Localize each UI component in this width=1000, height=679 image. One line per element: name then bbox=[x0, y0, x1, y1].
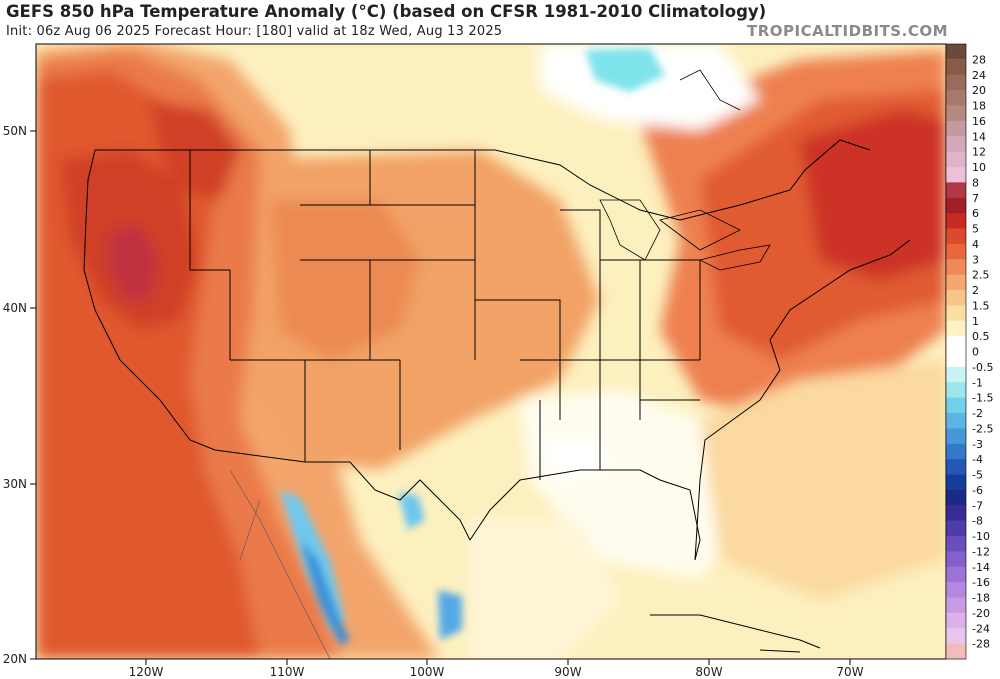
colorbar-label: -12 bbox=[972, 545, 990, 558]
colorbar-swatch bbox=[946, 520, 966, 537]
map-title: GEFS 850 hPa Temperature Anomaly (°C) (b… bbox=[6, 2, 767, 21]
colorbar-swatch bbox=[946, 582, 966, 598]
lat-label: 30N bbox=[3, 477, 27, 491]
lon-label: 110W bbox=[270, 665, 305, 679]
colorbar-label: -20 bbox=[972, 607, 990, 620]
colorbar-swatch bbox=[946, 59, 966, 76]
colorbar-label: -1.5 bbox=[972, 392, 993, 405]
lon-label: 120W bbox=[129, 665, 164, 679]
colorbar-label: 1 bbox=[972, 315, 979, 328]
colorbar-swatch bbox=[946, 90, 966, 106]
colorbar-swatch bbox=[946, 505, 966, 522]
colorbar-swatch bbox=[946, 628, 966, 645]
colorbar-border bbox=[945, 43, 967, 660]
colorbar-label: -14 bbox=[972, 561, 990, 574]
lon-label: 90W bbox=[554, 665, 581, 679]
colorbar-swatch bbox=[946, 290, 966, 306]
colorbar-label: 6 bbox=[972, 207, 979, 220]
lon-axis: 120W 110W 100W 90W 80W 70W bbox=[129, 659, 864, 679]
colorbar-swatch bbox=[946, 536, 966, 552]
colorbar-swatch bbox=[946, 136, 966, 153]
colorbar-label: 0 bbox=[972, 346, 979, 359]
colorbar-swatch bbox=[946, 428, 966, 445]
colorbar-swatch bbox=[946, 197, 966, 214]
colorbar-label: 12 bbox=[972, 146, 986, 159]
colorbar-swatch bbox=[946, 336, 966, 352]
colorbar-swatch bbox=[946, 366, 966, 383]
colorbar-label: -16 bbox=[972, 576, 990, 589]
colorbar-label: 16 bbox=[972, 115, 986, 128]
colorbar-label: -2 bbox=[972, 407, 983, 420]
colorbar-label: 10 bbox=[972, 161, 986, 174]
colorbar-swatch bbox=[946, 259, 966, 276]
colorbar-label: 24 bbox=[972, 69, 986, 82]
lat-label: 40N bbox=[3, 301, 27, 315]
colorbar-swatch bbox=[946, 320, 966, 337]
colorbar-label: 18 bbox=[972, 100, 986, 113]
colorbar-swatch bbox=[946, 228, 966, 245]
colorbar-label: -28 bbox=[972, 638, 990, 651]
colorbar-label: 14 bbox=[972, 130, 986, 143]
colorbar-label: -3 bbox=[972, 438, 983, 451]
lon-label: 100W bbox=[410, 665, 445, 679]
colorbar-swatch bbox=[946, 351, 966, 368]
lat-label: 50N bbox=[3, 124, 27, 138]
lat-label: 20N bbox=[3, 652, 27, 666]
colorbar-label: 1.5 bbox=[972, 299, 990, 312]
colorbar-label: -0.5 bbox=[972, 361, 993, 374]
colorbar-label: -6 bbox=[972, 484, 983, 497]
colorbar-label: -10 bbox=[972, 530, 990, 543]
colorbar-label: -1 bbox=[972, 376, 983, 389]
colorbar-swatch bbox=[946, 274, 966, 291]
colorbar-swatch bbox=[946, 167, 966, 183]
colorbar-swatch bbox=[946, 74, 966, 91]
lat-axis: 50N 40N 30N 20N bbox=[3, 124, 36, 666]
colorbar-swatch bbox=[946, 397, 966, 414]
colorbar-label: -8 bbox=[972, 515, 983, 528]
boundaries bbox=[83, 69, 911, 659]
colorbar-label: 5 bbox=[972, 223, 979, 236]
colorbar-label: 28 bbox=[972, 53, 986, 66]
colorbar-label: -24 bbox=[972, 622, 990, 635]
colorbar-swatch bbox=[946, 551, 966, 568]
colorbar-swatch bbox=[946, 459, 966, 475]
colorbar-swatch bbox=[946, 413, 966, 429]
colorbar-label: -18 bbox=[972, 592, 990, 605]
colorbar-swatch bbox=[946, 305, 966, 322]
colorbar-label: 8 bbox=[972, 176, 979, 189]
colorbar-swatch bbox=[946, 597, 966, 614]
colorbar-label: -7 bbox=[972, 499, 983, 512]
colorbar-swatch bbox=[946, 151, 966, 168]
colorbar-swatch bbox=[946, 243, 966, 260]
site-credit: TROPICALTIDBITS.COM bbox=[747, 22, 948, 40]
colorbar-swatch bbox=[946, 612, 966, 629]
colorbar-swatch bbox=[946, 120, 966, 137]
colorbar-swatch bbox=[946, 382, 966, 399]
colorbar: 28 24 20 18 16 14 12 10 8 7 6 5 4 3 2.5 2 1.5 1 0.5 0 -0.5 -1… bbox=[945, 43, 993, 660]
colorbar-label: -4 bbox=[972, 453, 983, 466]
colorbar-label: 20 bbox=[972, 84, 986, 97]
colorbar-label: 3 bbox=[972, 253, 979, 266]
colorbar-swatch bbox=[946, 489, 966, 506]
colorbar-label: -5 bbox=[972, 469, 983, 482]
colorbar-swatch bbox=[946, 182, 966, 199]
lon-label: 80W bbox=[695, 665, 722, 679]
colorbar-swatch bbox=[946, 213, 966, 229]
colorbar-label: 0.5 bbox=[972, 330, 990, 343]
anomaly-field bbox=[36, 44, 946, 659]
map-subtitle: Init: 06z Aug 06 2025 Forecast Hour: [18… bbox=[6, 24, 503, 39]
colorbar-label: 7 bbox=[972, 192, 979, 205]
colorbar-swatch bbox=[946, 566, 966, 583]
colorbar-label: 4 bbox=[972, 238, 979, 251]
colorbar-swatch bbox=[946, 474, 966, 491]
colorbar-label: 2.5 bbox=[972, 269, 990, 282]
colorbar-label: 2 bbox=[972, 284, 979, 297]
colorbar-swatch bbox=[946, 105, 966, 122]
lon-label: 70W bbox=[836, 665, 863, 679]
colorbar-swatch bbox=[946, 643, 966, 660]
colorbar-cap bbox=[946, 44, 966, 60]
colorbar-label: -2.5 bbox=[972, 422, 993, 435]
colorbar-swatch bbox=[946, 443, 966, 460]
